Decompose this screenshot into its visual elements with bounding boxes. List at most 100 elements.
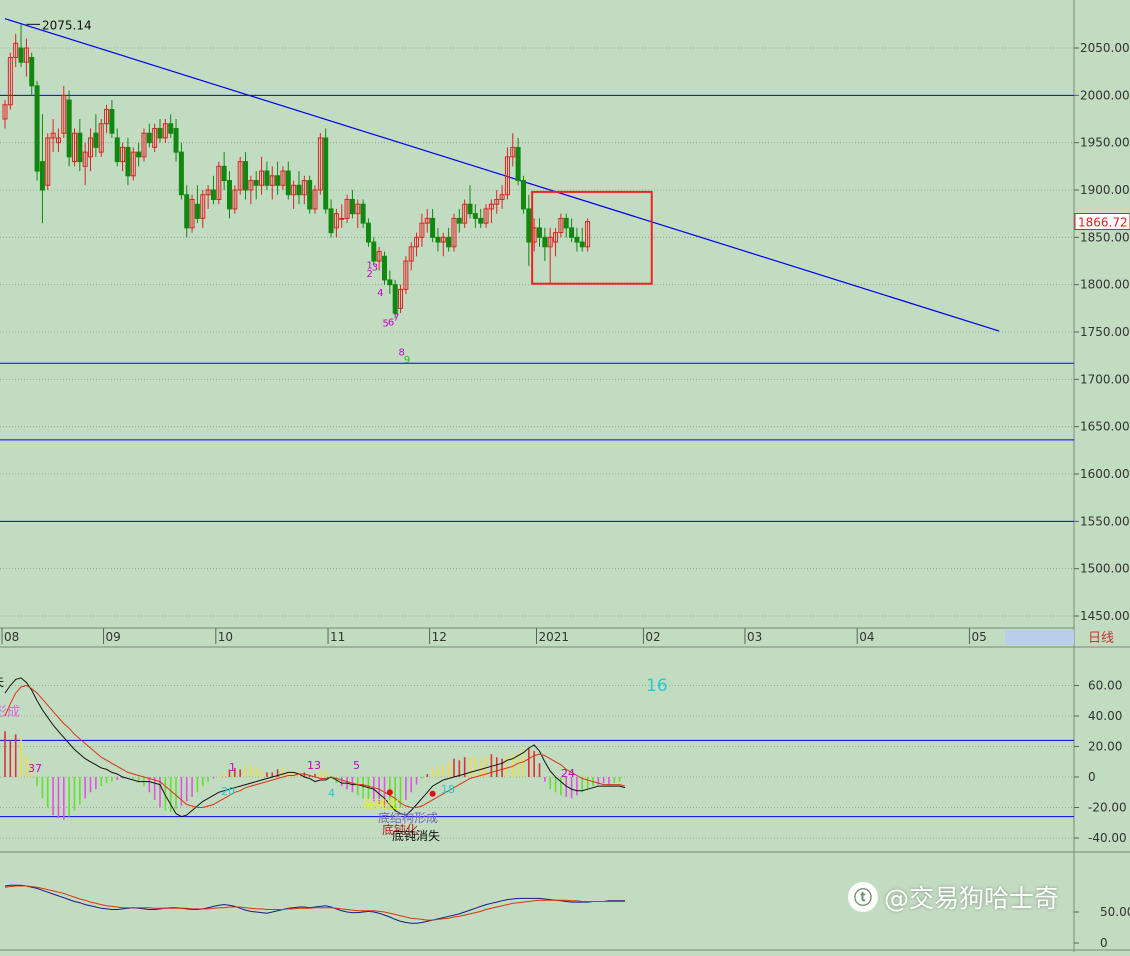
candle-body [189,198,195,229]
candle-body [168,123,174,134]
macd-y-tick-label: -20.00 [1088,801,1127,815]
candle-body [141,132,147,158]
candle-body [323,137,329,210]
y-tick-label: 1750.00 [1080,325,1130,339]
x-tick-label: 04 [859,630,874,644]
candle-body [542,236,548,248]
candle-body [526,208,532,243]
td-count-label: 2 [366,269,372,280]
td-count-label: 1 [366,261,372,272]
candle-body [488,203,494,210]
osc-y-tick-label: 0 [1100,936,1108,950]
candle-body [120,146,126,163]
candle-body [472,213,478,219]
candle-body [23,47,29,63]
oscillator-pane: 050.00 [4,884,1130,950]
macd-signal-label: 形成 [0,705,20,720]
candle-body [510,146,516,158]
candle-body [152,127,158,148]
candle-body [291,184,297,196]
x-tick-label: 05 [971,630,986,644]
candle-body [349,198,355,215]
y-tick-label: 1800.00 [1080,278,1130,292]
y-tick-label: 1500.00 [1080,562,1130,576]
candle-body [18,47,24,63]
candle-body [98,123,104,153]
y-tick-label: 2050.00 [1080,41,1130,55]
y-tick-label: 1600.00 [1080,467,1130,481]
macd-signal-label: 13 [307,759,321,772]
candle-body [558,217,564,234]
candle-body [7,56,13,106]
candle-body [269,175,275,186]
macd-signal-label: 16 [646,676,668,696]
candle-body [408,246,414,262]
macd-signal-label: 1 [229,761,236,774]
candle-body [104,109,110,125]
candle-body [414,236,420,248]
candle-body [355,203,361,215]
candle-body [520,180,526,210]
macd-y-tick-label: 0 [1088,770,1096,784]
macd-signal-label: 4 [328,787,335,800]
trendline [4,18,1000,332]
candle-body [424,217,430,224]
td-count-label: 5 [382,318,388,329]
candle-body [45,137,51,186]
candle-body [136,151,142,158]
candle-body [563,217,569,229]
y-tick-label: 1950.00 [1080,136,1130,150]
candle-body [275,175,281,186]
candle-body [419,222,425,238]
candle-body [50,132,56,139]
highlight-box [531,190,653,285]
candle-body [328,208,334,234]
candle-body [365,222,371,243]
candle-body [173,127,179,153]
candle-body [435,236,441,243]
candle-body [339,217,345,220]
macd-signal-marker [429,790,436,797]
candle-body [381,255,387,281]
td-count-label: 3 [372,262,378,273]
candle-body [162,123,168,139]
candle-body [504,156,510,196]
y-tick-label: 1700.00 [1080,372,1130,386]
macd-signal-label: 底钝化 [363,796,399,811]
td-count-label: 8 [399,348,405,359]
candle-body [317,137,323,191]
candle-body [184,194,190,229]
candle-body [39,161,45,191]
candle-body [71,132,77,163]
x-tick-label: 09 [106,630,121,644]
macd-pane: -40.00 -20.00 0 20.00 40.00 60.00 16 夫形成 37 1 13 5 2… [0,675,1127,845]
candle-body [547,236,553,248]
y-tick-label: 1550.00 [1080,514,1130,528]
td-count-label: 7 [393,313,399,324]
x-tick-label: 10 [218,630,233,644]
candle-body [462,203,468,224]
candle-body [376,251,382,262]
candle-body [61,94,67,134]
candle-body [82,151,88,167]
candle-body [237,161,243,191]
candle-body [360,203,366,224]
macd-signal-label: 5 [353,759,360,772]
candle-body [585,221,591,248]
candle-body [243,161,249,191]
candle-body [125,146,131,177]
candle-body [146,132,152,144]
macd-signal-marker [386,789,393,796]
y-tick-label: 1650.00 [1080,420,1130,434]
candle-body [494,198,500,205]
candle-body [114,137,120,163]
candle-body [226,180,232,210]
macd-y-tick-label: 60.00 [1088,679,1122,693]
candle-body [371,241,377,262]
y-tick-label: 1900.00 [1080,183,1130,197]
candle-body [301,180,307,196]
candle-body [157,127,163,139]
macd-signal-label: 底钝化 [382,822,418,837]
